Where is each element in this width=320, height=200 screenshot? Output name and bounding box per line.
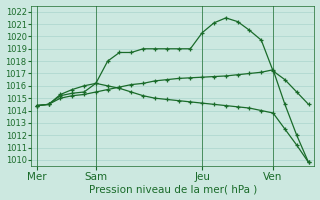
X-axis label: Pression niveau de la mer( hPa ): Pression niveau de la mer( hPa ) — [89, 184, 257, 194]
